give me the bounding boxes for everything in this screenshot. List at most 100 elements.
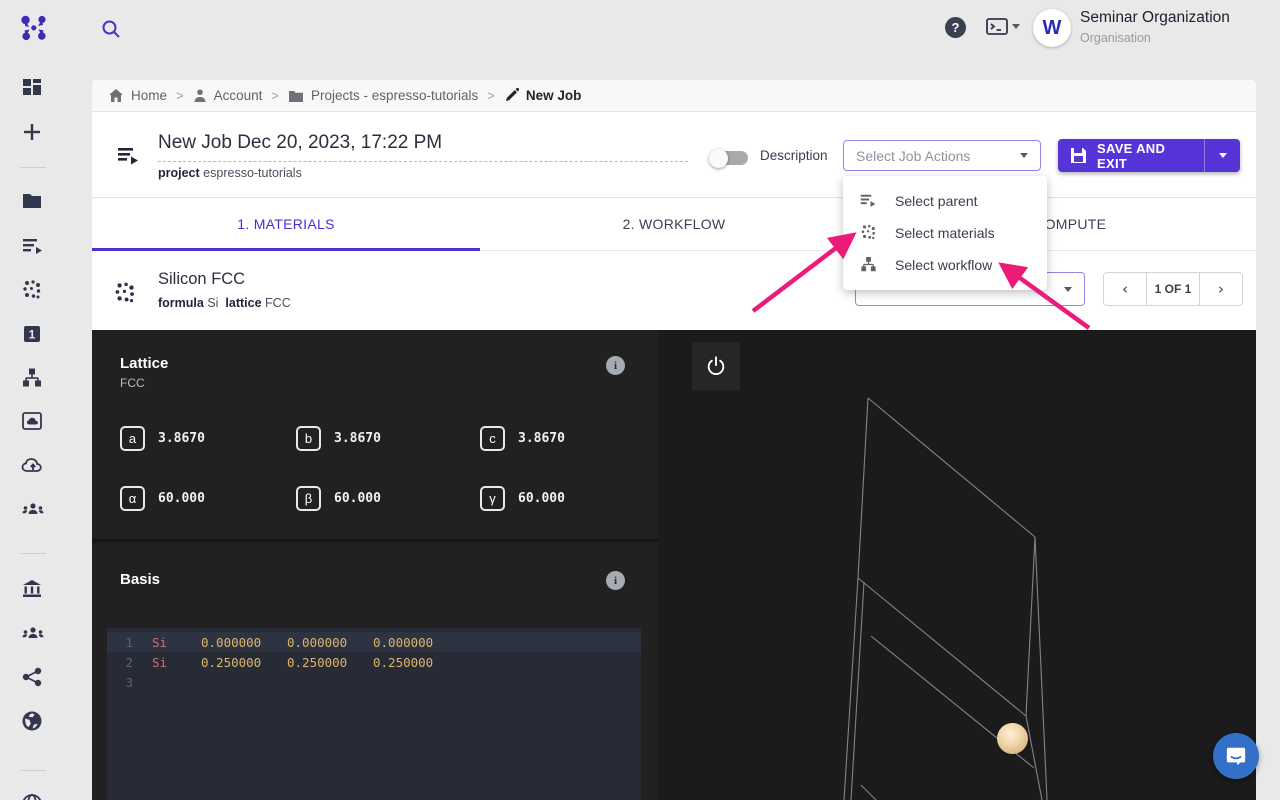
coord-x: 0.250000 <box>201 654 262 670</box>
bank-icon[interactable] <box>20 577 44 601</box>
chat-launcher[interactable] <box>1213 733 1259 779</box>
search-icon[interactable] <box>100 18 122 40</box>
info-icon[interactable]: i <box>606 571 625 590</box>
breadcrumb-label: Account <box>213 88 263 103</box>
projects-folder-icon[interactable] <box>20 189 44 213</box>
formula-label: formula <box>158 296 204 310</box>
home-icon <box>108 88 124 103</box>
editor-line[interactable]: 3 <box>107 672 641 692</box>
param-label: β <box>296 486 321 511</box>
breadcrumb: Home > Account > Projects - espresso-tut… <box>92 80 1256 112</box>
breadcrumb-project[interactable]: Projects - espresso-tutorials <box>288 88 478 103</box>
console-icon[interactable] <box>986 18 1020 35</box>
menu-item-select-parent[interactable]: Select parent <box>843 185 1047 217</box>
editor-line[interactable]: 2 Si 0.250000 0.250000 0.250000 <box>107 652 641 672</box>
job-actions-placeholder: Select Job Actions <box>856 147 971 164</box>
structure-viewer[interactable] <box>658 330 1256 800</box>
breadcrumb-separator: > <box>176 88 184 103</box>
pencil-icon <box>504 88 519 103</box>
properties-icon[interactable]: 1 <box>20 322 44 346</box>
chat-icon <box>1225 745 1247 767</box>
save-and-exit-button[interactable]: SAVE AND EXIT <box>1058 139 1240 172</box>
menu-item-select-workflow[interactable]: Select workflow <box>843 249 1047 281</box>
formula-value: Si <box>207 296 219 310</box>
list-play-icon <box>859 191 879 211</box>
breadcrumb-label: Home <box>131 88 168 103</box>
param-label: b <box>296 426 321 451</box>
org-name: Seminar Organization <box>1080 9 1230 26</box>
menu-item-select-materials[interactable]: Select materials <box>843 217 1047 249</box>
lattice-param-alpha[interactable]: α 60.000 <box>120 486 205 511</box>
menu-item-label: Select materials <box>895 225 995 241</box>
job-title-field[interactable]: New Job Dec 20, 2023, 17:22 PM <box>158 132 688 162</box>
app-logo-icon[interactable] <box>20 14 48 42</box>
designer-icon[interactable] <box>20 409 44 433</box>
materials-icon[interactable] <box>20 278 44 302</box>
lattice-param-beta[interactable]: β 60.000 <box>296 486 381 511</box>
svg-text:1: 1 <box>29 328 36 342</box>
breadcrumb-label: New Job <box>525 88 582 103</box>
lattice-param-a[interactable]: a 3.8670 <box>120 426 205 451</box>
description-toggle-knob[interactable] <box>709 149 728 168</box>
pager-prev-button[interactable]: ‹ <box>1103 272 1147 306</box>
param-label: γ <box>480 486 505 511</box>
lattice-subtitle: FCC <box>120 376 145 390</box>
save-icon <box>1070 147 1087 164</box>
folder-icon <box>288 89 304 103</box>
lattice-param-gamma[interactable]: γ 60.000 <box>480 486 565 511</box>
unit-cell-wireframe <box>843 397 1048 800</box>
dashboard-icon[interactable] <box>20 75 44 99</box>
editor-line[interactable]: 1 Si 0.000000 0.000000 0.000000 <box>107 632 641 652</box>
menu-item-label: Select parent <box>895 193 978 209</box>
job-actions-select[interactable]: Select Job Actions <box>843 140 1041 171</box>
lattice-panel: Lattice FCC i a 3.8670 b 3.8670 c 3.8670… <box>92 330 658 541</box>
coord-z: 0.250000 <box>373 654 434 670</box>
info-icon[interactable]: i <box>606 356 625 375</box>
param-label: a <box>120 426 145 451</box>
breadcrumb-home[interactable]: Home <box>108 88 167 103</box>
save-options-button[interactable] <box>1204 139 1240 172</box>
param-label: α <box>120 486 145 511</box>
breadcrumb-current[interactable]: New Job <box>504 88 582 103</box>
web-icon[interactable] <box>20 709 44 733</box>
atom-sphere[interactable] <box>997 723 1028 754</box>
team-icon[interactable] <box>20 497 44 521</box>
lattice-title: Lattice <box>120 355 169 372</box>
globe-partial-icon[interactable] <box>20 792 44 800</box>
param-value: 3.8670 <box>518 431 565 446</box>
save-label: SAVE AND EXIT <box>1097 140 1166 171</box>
save-and-exit-main[interactable]: SAVE AND EXIT <box>1058 141 1204 171</box>
console-caret-icon <box>1012 24 1020 29</box>
power-button[interactable] <box>692 342 740 390</box>
materials-dots-icon <box>859 223 879 243</box>
tab-workflow[interactable]: 2. WORKFLOW <box>622 216 726 232</box>
material-meta: formula Si lattice FCC <box>158 296 291 310</box>
sidebar-divider <box>20 167 46 168</box>
jobs-icon[interactable] <box>20 234 44 258</box>
users-icon[interactable] <box>20 621 44 645</box>
lattice-param-b[interactable]: b 3.8670 <box>296 426 381 451</box>
add-icon[interactable] <box>20 120 44 144</box>
breadcrumb-label: Projects - espresso-tutorials <box>310 88 479 103</box>
param-label: c <box>480 426 505 451</box>
basis-title: Basis <box>120 571 161 588</box>
material-icon <box>112 280 138 306</box>
job-type-icon <box>116 143 142 165</box>
basis-editor[interactable]: 1 Si 0.000000 0.000000 0.000000 2 Si 0.2… <box>107 628 641 800</box>
element-token: Si <box>152 654 168 670</box>
coord-y: 0.250000 <box>287 654 348 670</box>
workflows-icon[interactable] <box>20 366 44 390</box>
workflow-tree-icon <box>859 255 879 275</box>
share-icon[interactable] <box>20 665 44 689</box>
avatar[interactable]: W <box>1033 9 1071 47</box>
cloud-upload-icon[interactable] <box>20 454 44 478</box>
help-icon[interactable]: ? <box>945 17 966 38</box>
chevron-left-icon: ‹ <box>1122 280 1128 298</box>
pager-next-button[interactable]: › <box>1199 272 1243 306</box>
chevron-down-icon <box>1064 286 1072 292</box>
breadcrumb-account[interactable]: Account <box>193 88 263 103</box>
step-tabs: 1. MATERIALS 2. WORKFLOW 3. COMPUTE <box>92 198 1256 251</box>
coord-x: 0.000000 <box>201 634 262 650</box>
lattice-param-c[interactable]: c 3.8670 <box>480 426 565 451</box>
tab-materials[interactable]: 1. MATERIALS <box>237 216 335 232</box>
